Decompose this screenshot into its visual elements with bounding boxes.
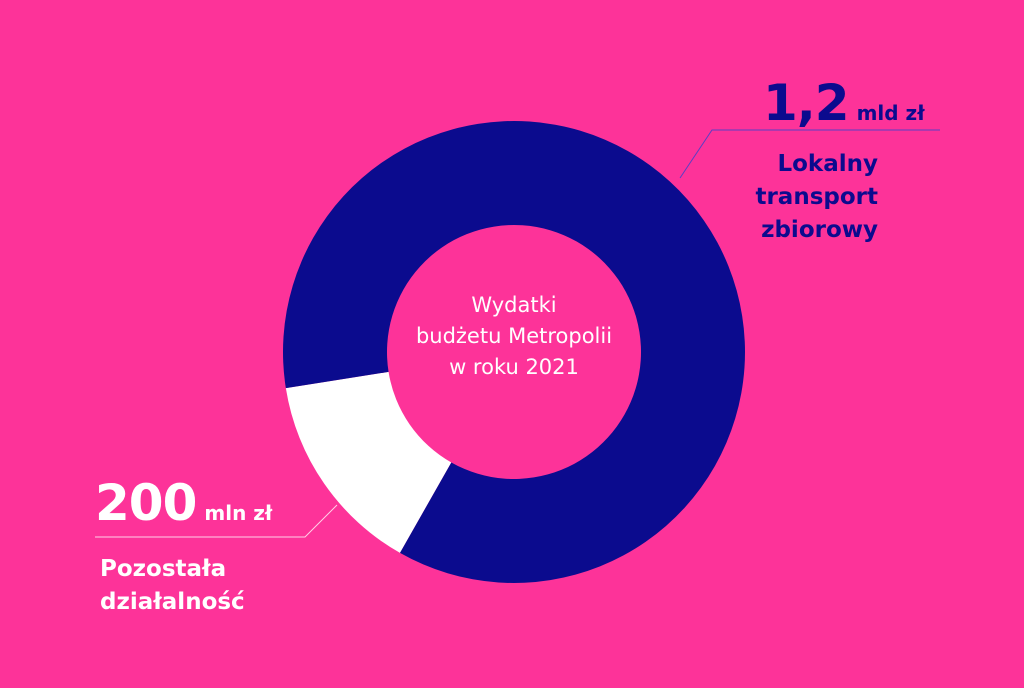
title-line: w roku 2021 xyxy=(449,355,579,379)
value-label-group: 1,2 mld zł xyxy=(763,74,925,132)
donut-slice xyxy=(285,371,452,553)
donut-slice xyxy=(283,120,745,584)
category-label: Pozostała działalność xyxy=(100,556,245,615)
category-label: Lokalny transport zbiorowy xyxy=(755,151,878,243)
leader-line xyxy=(679,129,940,179)
value-label: 200 xyxy=(95,474,197,532)
unit-label: mld zł xyxy=(856,101,925,125)
title-line: budżetu Metropolii xyxy=(415,324,613,348)
unit-label: mln zł xyxy=(204,501,273,525)
value-label-group: 200 mln zł xyxy=(95,474,272,532)
chart-title: Wydatki budżetu Metropolii w roku 2021 xyxy=(394,290,634,383)
title-line: Wydatki xyxy=(471,293,557,317)
leader-line xyxy=(95,504,338,538)
value-label: 1,2 xyxy=(763,74,850,132)
